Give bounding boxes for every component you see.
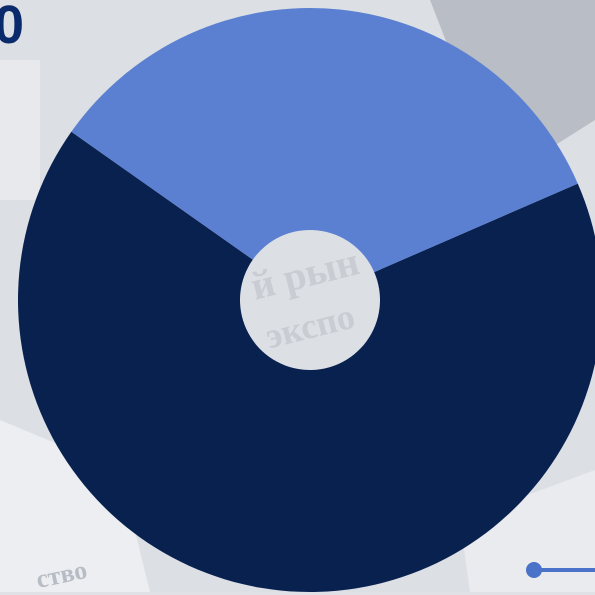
corner-label-fragment: 0 (0, 0, 25, 55)
donut-slice-1 (18, 131, 595, 592)
connector-line (526, 562, 595, 578)
donut-slice-2 (71, 7, 578, 273)
